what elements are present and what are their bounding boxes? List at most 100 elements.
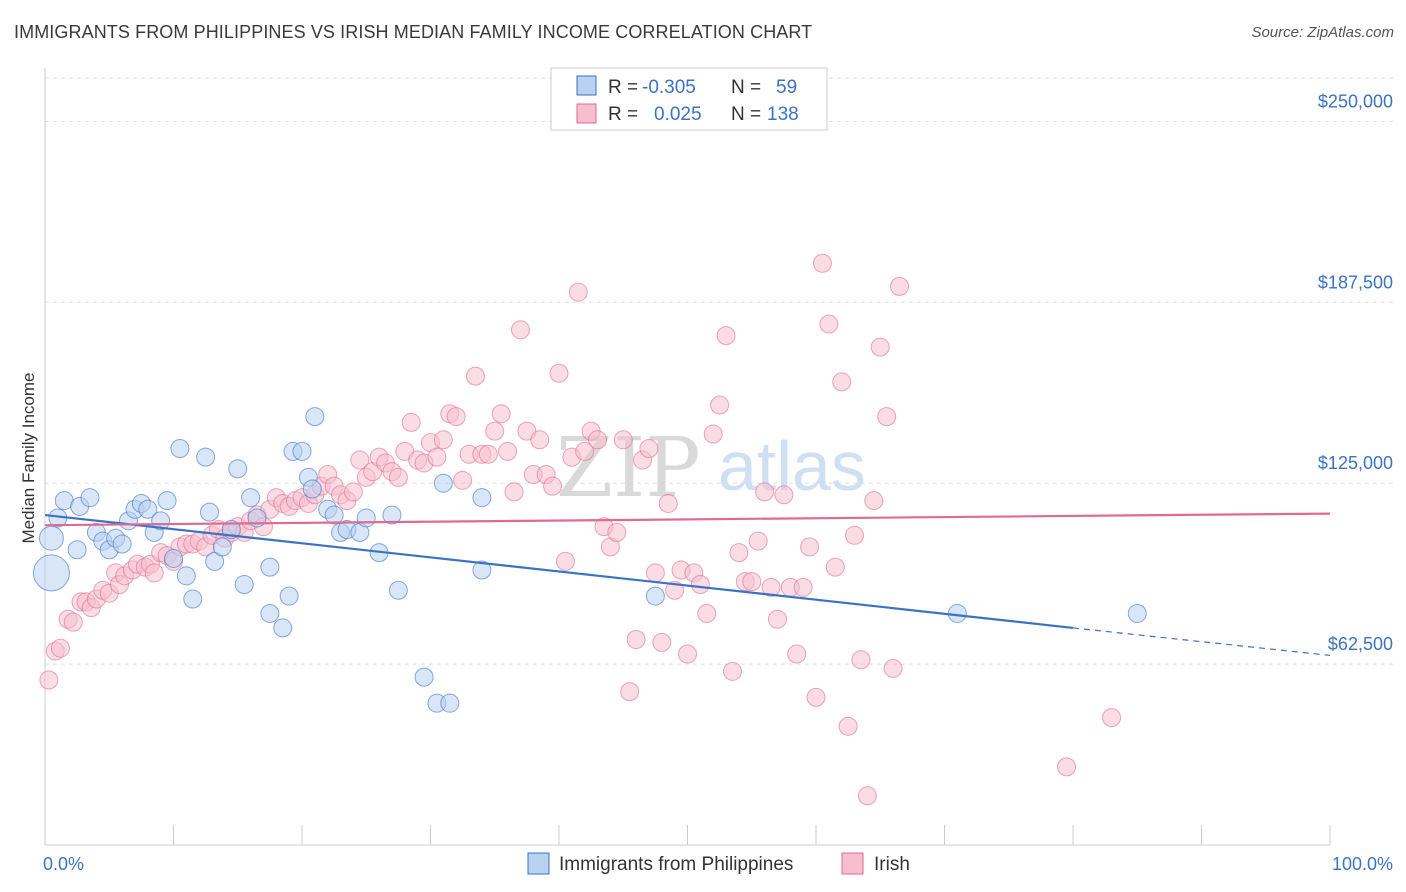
irish-point (350, 450, 370, 470)
irish-point (504, 482, 524, 502)
legend-swatch-irish (576, 103, 597, 124)
irish-point (774, 485, 794, 505)
series-legend-swatch-irish (841, 852, 864, 875)
irish-point (716, 326, 736, 346)
irish-point (690, 575, 710, 595)
irish-point (465, 366, 485, 386)
irish-points (39, 253, 1122, 806)
irish-point (510, 320, 530, 340)
irish-point (832, 372, 852, 392)
irish-point (491, 404, 511, 424)
irish-point (819, 314, 839, 334)
irish-point (446, 407, 466, 427)
philippines-point (199, 502, 219, 522)
philippines-trend-extension (1072, 627, 1331, 657)
legend-r-value-philippines: -0.305 (642, 77, 696, 98)
irish-point (870, 337, 890, 357)
philippines-point (305, 407, 325, 427)
legend-n-label-irish: N = (731, 104, 761, 125)
irish-point (555, 551, 575, 571)
irish-point (761, 577, 781, 597)
philippines-point (273, 618, 293, 638)
irish-point (710, 395, 730, 415)
irish-point (812, 253, 832, 273)
irish-point (793, 577, 813, 597)
irish-point (427, 447, 447, 467)
series-legend-label-irish: Irish (874, 854, 910, 875)
irish-point (607, 522, 627, 542)
irish-point (800, 537, 820, 557)
irish-point (478, 444, 498, 464)
series-legend-label-philippines: Immigrants from Philippines (559, 854, 793, 875)
philippines-point (32, 554, 70, 592)
irish-point (857, 786, 877, 806)
irish-point (639, 438, 659, 458)
legend-r-label-philippines: R = (608, 77, 638, 98)
irish-point (851, 650, 871, 670)
irish-point (864, 491, 884, 511)
irish-point (722, 661, 742, 681)
irish-point (498, 441, 518, 461)
irish-point (575, 441, 595, 461)
chart-source: Source: ZipAtlas.com (1251, 24, 1394, 41)
irish-point (697, 603, 717, 623)
irish-point (755, 482, 775, 502)
series-legend-swatch-philippines (527, 852, 550, 875)
irish-point (883, 658, 903, 678)
philippines-point (382, 505, 402, 525)
irish-point (453, 470, 473, 490)
irish-point (343, 482, 363, 502)
irish-point (144, 563, 164, 583)
philippines-point (324, 505, 344, 525)
y-tick-label: $62,500 (1328, 634, 1393, 654)
stats-legend: R = -0.305 N = 59 R = 0.025 N = 138 (550, 67, 828, 131)
philippines-point (388, 580, 408, 600)
irish-point (729, 543, 749, 563)
philippines-point (80, 488, 100, 508)
philippines-point (414, 667, 434, 687)
philippines-point (183, 589, 203, 609)
irish-point (549, 363, 569, 383)
philippines-point (38, 525, 64, 551)
philippines-point (157, 491, 177, 511)
y-tick-label: $187,500 (1318, 272, 1393, 292)
philippines-point (1127, 603, 1147, 623)
philippines-point (228, 459, 248, 479)
legend-n-label-philippines: N = (731, 77, 761, 98)
y-tick-labels: $62,500 $125,000 $187,500 $250,000 (1318, 91, 1393, 654)
irish-point (748, 531, 768, 551)
philippines-point (112, 534, 132, 554)
irish-point (485, 421, 505, 441)
legend-r-value-irish: 0.025 (654, 104, 702, 125)
philippines-point (260, 603, 280, 623)
irish-point (1102, 708, 1122, 728)
series-legend: Immigrants from Philippines Irish (527, 852, 910, 875)
philippines-point (67, 540, 87, 560)
philippines-point (176, 566, 196, 586)
irish-point (63, 612, 83, 632)
philippines-point (151, 511, 171, 531)
irish-point (787, 644, 807, 664)
philippines-point (302, 479, 322, 499)
irish-point (890, 276, 910, 296)
watermark: ZIP atlas (556, 421, 866, 516)
irish-point (767, 609, 787, 629)
irish-point (838, 716, 858, 736)
philippines-point (196, 447, 216, 467)
philippines-point (279, 586, 299, 606)
irish-point (652, 632, 672, 652)
irish-point (588, 430, 608, 450)
philippines-point (260, 557, 280, 577)
stats-legend-box (550, 67, 828, 131)
irish-point (530, 430, 550, 450)
philippines-points (32, 407, 1147, 713)
irish-point (645, 563, 665, 583)
axes (44, 68, 1331, 846)
legend-swatch-philippines (576, 75, 597, 96)
y-tick-label: $250,000 (1318, 91, 1393, 111)
irish-point (703, 424, 723, 444)
philippines-point (212, 537, 232, 557)
irish-point (742, 572, 762, 592)
irish-point (613, 430, 633, 450)
irish-point (806, 687, 826, 707)
